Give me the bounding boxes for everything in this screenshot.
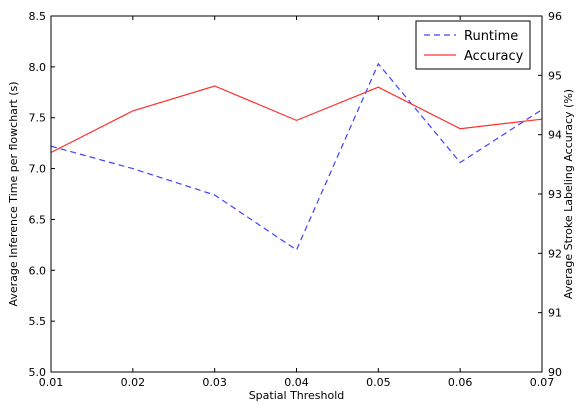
y-left-tick-label: 5.0	[29, 366, 47, 379]
x-tick-label: 0.02	[121, 376, 146, 389]
y-left-tick-label: 8.5	[29, 10, 47, 23]
x-tick-label: 0.05	[366, 376, 391, 389]
x-tick-label: 0.03	[202, 376, 227, 389]
y-left-tick-label: 7.5	[29, 112, 47, 125]
y-right-tick-label: 91	[548, 307, 562, 320]
axis-ticks: 0.01 0.02 0.03 0.04 0.05 0.06 0.07 5.0 5.5 6.0 6.5…	[29, 10, 563, 389]
y-right-tick-label: 90	[548, 366, 562, 379]
x-axis-label: Spatial Threshold	[249, 389, 345, 402]
y-left-tick-label: 6.5	[29, 213, 47, 226]
y-left-tick-label: 8.0	[29, 61, 47, 74]
y-axis-left-label: Average Inference Time per flowchart (s)	[7, 81, 20, 306]
y-right-tick-label: 95	[548, 69, 562, 82]
legend-label-runtime: Runtime	[464, 29, 518, 44]
y-right-tick-label: 96	[548, 10, 562, 23]
y-axis-right-label: Average Stroke Labeling Accuracy (%)	[562, 89, 575, 299]
legend-label-accuracy: Accuracy	[464, 49, 524, 64]
x-tick-label: 0.06	[448, 376, 473, 389]
plot-area	[50, 62, 543, 251]
y-left-tick-label: 5.5	[29, 315, 47, 328]
legend: Runtime Accuracy	[415, 20, 531, 70]
y-right-tick-label: 93	[548, 188, 562, 201]
x-tick-label: 0.04	[284, 376, 309, 389]
series-line-runtime	[50, 62, 543, 251]
x-tick-label: 0.07	[530, 376, 555, 389]
x-tick-label: 0.01	[39, 376, 64, 389]
y-left-tick-label: 6.0	[29, 264, 47, 277]
legend-box	[415, 20, 531, 70]
y-right-tick-label: 92	[548, 247, 562, 260]
y-left-tick-label: 7.0	[29, 163, 47, 176]
series-line-accuracy	[50, 85, 543, 154]
y-right-tick-label: 94	[548, 129, 562, 142]
